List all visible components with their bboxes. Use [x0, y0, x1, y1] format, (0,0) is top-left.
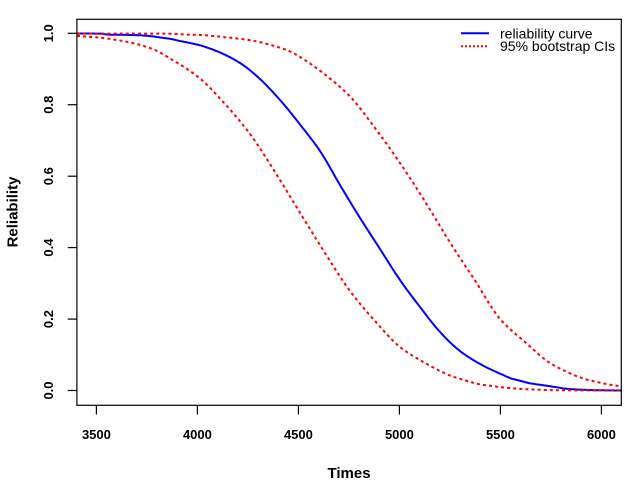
svg-text:5000: 5000	[385, 427, 414, 442]
svg-text:95% bootstrap CIs: 95% bootstrap CIs	[500, 38, 615, 54]
svg-text:0.0: 0.0	[41, 381, 56, 399]
svg-text:5500: 5500	[486, 427, 515, 442]
svg-text:3500: 3500	[82, 427, 111, 442]
svg-text:1.0: 1.0	[41, 24, 56, 42]
svg-text:reliability curve: reliability curve	[500, 25, 593, 41]
svg-text:4500: 4500	[284, 427, 313, 442]
svg-text:6000: 6000	[587, 427, 616, 442]
svg-text:0.6: 0.6	[41, 167, 56, 185]
svg-text:Times: Times	[327, 465, 370, 482]
svg-text:0.8: 0.8	[41, 96, 56, 114]
svg-text:Reliability: Reliability	[5, 176, 22, 248]
svg-text:0.4: 0.4	[41, 238, 56, 257]
svg-text:0.2: 0.2	[41, 310, 56, 328]
svg-text:4000: 4000	[183, 427, 212, 442]
